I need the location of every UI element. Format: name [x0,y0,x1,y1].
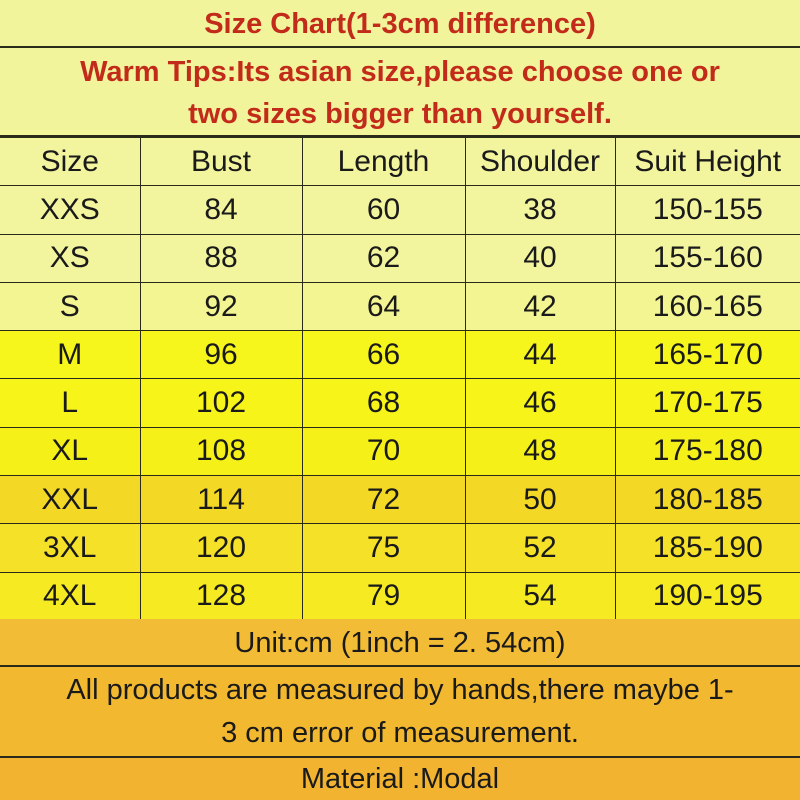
measurement-note-line-1: All products are measured by hands,there… [66,674,734,706]
table-row-cell: 72 [301,475,466,525]
header-row: Size Bust Length Shoulder Suit Height [0,136,800,187]
table-row: 3XL 120 75 52 185-190 [0,523,800,573]
table-row: L 102 68 46 170-175 [0,378,800,428]
table-row-cell: 52 [464,523,616,573]
table-row-cell: 108 [139,426,303,477]
table-row-cell: 68 [301,378,466,428]
header-row-cell: Bust [139,136,303,187]
table-row-cell: M [0,330,141,380]
table-row-cell: 44 [464,330,616,380]
table-row-cell: XXS [0,185,141,235]
table-row-cell: XS [0,233,141,283]
table-row-cell: L [0,378,141,428]
table-row-cell: 92 [139,281,303,332]
table-row-cell: 48 [464,426,616,477]
table-row-cell: 120 [139,523,303,573]
table-row-cell: 38 [464,185,616,235]
table-row-cell: 165-170 [614,330,800,380]
header-row-cell: Suit Height [614,136,800,187]
table-row-cell: 114 [139,475,303,525]
table-row-cell: 79 [301,571,466,621]
table-row-cell: 190-195 [614,571,800,621]
table-row-cell: XL [0,426,141,477]
table-row-cell: 66 [301,330,466,380]
material-note: Material :Modal [0,758,800,800]
table-row: XXS 84 60 38 150-155 [0,185,800,235]
table-row: 4XL 128 79 54 190-195 [0,571,800,621]
header-row-cell: Length [301,136,466,187]
table-row: XS 88 62 40 155-160 [0,233,800,283]
table-row-cell: 84 [139,185,303,235]
header-row-cell: Size [0,136,141,187]
table-row-cell: XXL [0,475,141,525]
warm-tips-line-1: Warm Tips:Its asian size,please choose o… [80,56,720,88]
table-row-cell: 185-190 [614,523,800,573]
table-row-cell: 155-160 [614,233,800,283]
table-row-cell: 96 [139,330,303,380]
table-row: XL 108 70 48 175-180 [0,426,800,477]
table-row-cell: 70 [301,426,466,477]
header-row-cell: Shoulder [464,136,616,187]
table-row-cell: 128 [139,571,303,621]
table-row-cell: 150-155 [614,185,800,235]
table-row-cell: 40 [464,233,616,283]
table-row-cell: 160-165 [614,281,800,332]
table-row: S 92 64 42 160-165 [0,281,800,332]
table-row-cell: 62 [301,233,466,283]
size-chart-title: Size Chart(1-3cm difference) [0,0,800,48]
table-row-cell: 170-175 [614,378,800,428]
table-row: XXL 114 72 50 180-185 [0,475,800,525]
table-row: M 96 66 44 165-170 [0,330,800,380]
table-row-cell: 102 [139,378,303,428]
table-row-cell: 60 [301,185,466,235]
warm-tips: Warm Tips:Its asian size,please choose o… [0,48,800,137]
size-table: Size Bust Length Shoulder Suit Height XXS 84 60… [0,136,800,621]
table-row-cell: 75 [301,523,466,573]
table-row-cell: 54 [464,571,616,621]
table-row-cell: 64 [301,281,466,332]
table-row-cell: 180-185 [614,475,800,525]
unit-note: Unit:cm (1inch = 2. 54cm) [0,619,800,667]
table-row-cell: 46 [464,378,616,428]
table-row-cell: 42 [464,281,616,332]
warm-tips-line-2: two sizes bigger than yourself. [188,98,612,130]
measurement-note-line-2: 3 cm error of measurement. [221,717,579,749]
table-row-cell: 88 [139,233,303,283]
measurement-note: All products are measured by hands,there… [0,667,800,758]
table-row-cell: S [0,281,141,332]
table-row-cell: 175-180 [614,426,800,477]
table-row-cell: 3XL [0,523,141,573]
table-row-cell: 50 [464,475,616,525]
table-row-cell: 4XL [0,571,141,621]
